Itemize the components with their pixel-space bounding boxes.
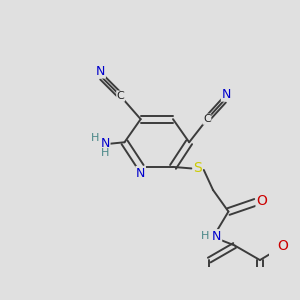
Text: H: H xyxy=(101,148,110,158)
Text: N: N xyxy=(136,167,145,180)
Text: C: C xyxy=(117,91,124,101)
Text: N: N xyxy=(221,88,231,101)
Text: H: H xyxy=(201,231,209,241)
Text: S: S xyxy=(193,161,202,176)
Text: H: H xyxy=(91,134,99,143)
Text: N: N xyxy=(212,230,222,243)
Text: O: O xyxy=(278,239,289,253)
Text: C: C xyxy=(203,114,211,124)
Text: N: N xyxy=(96,65,105,78)
Text: O: O xyxy=(256,194,267,208)
Text: N: N xyxy=(100,136,110,149)
